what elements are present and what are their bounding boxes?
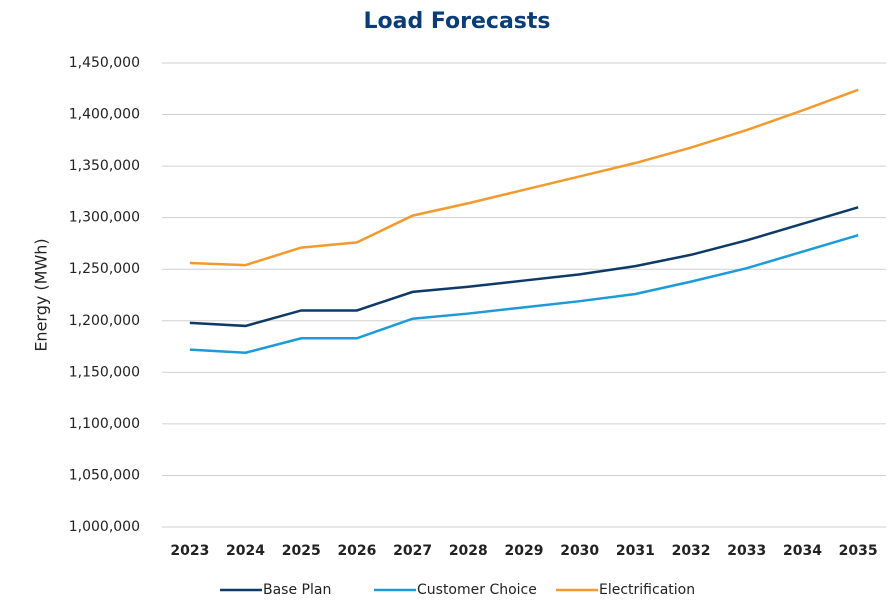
- y-tick-label: 1,400,000: [69, 107, 140, 123]
- y-tick-label: 1,200,000: [69, 313, 140, 329]
- x-tick-label: 2034: [783, 543, 822, 559]
- x-tick-label: 2025: [282, 543, 321, 559]
- x-tick-label: 2031: [616, 543, 655, 559]
- y-tick-label: 1,150,000: [69, 364, 140, 380]
- y-tick-label: 1,050,000: [69, 467, 140, 483]
- legend-label: Electrification: [599, 582, 695, 598]
- x-tick-label: 2033: [727, 543, 766, 559]
- x-tick-label: 2032: [672, 543, 711, 559]
- series-line: [189, 88, 859, 267]
- series-line: [189, 206, 859, 328]
- legend-label: Customer Choice: [417, 582, 537, 598]
- x-tick-label: 2027: [393, 543, 432, 559]
- y-tick-label: 1,350,000: [69, 158, 140, 174]
- y-tick-label: 1,450,000: [69, 55, 140, 71]
- series-line: [189, 233, 859, 355]
- x-tick-label: 2029: [505, 543, 544, 559]
- y-axis-label: Energy (MWh): [32, 238, 51, 351]
- x-tick-label: 2026: [337, 543, 376, 559]
- y-tick-label: 1,100,000: [69, 416, 140, 432]
- x-tick-label: 2023: [170, 543, 209, 559]
- x-tick-label: 2024: [226, 543, 265, 559]
- chart-title: Load Forecasts: [364, 9, 551, 34]
- y-tick-label: 1,000,000: [69, 519, 140, 535]
- legend-label: Base Plan: [263, 582, 331, 598]
- x-tick-label: 2035: [839, 543, 878, 559]
- x-tick-label: 2028: [449, 543, 488, 559]
- y-tick-label: 1,300,000: [69, 210, 140, 226]
- y-tick-label: 1,250,000: [69, 261, 140, 277]
- x-tick-label: 2030: [560, 543, 599, 559]
